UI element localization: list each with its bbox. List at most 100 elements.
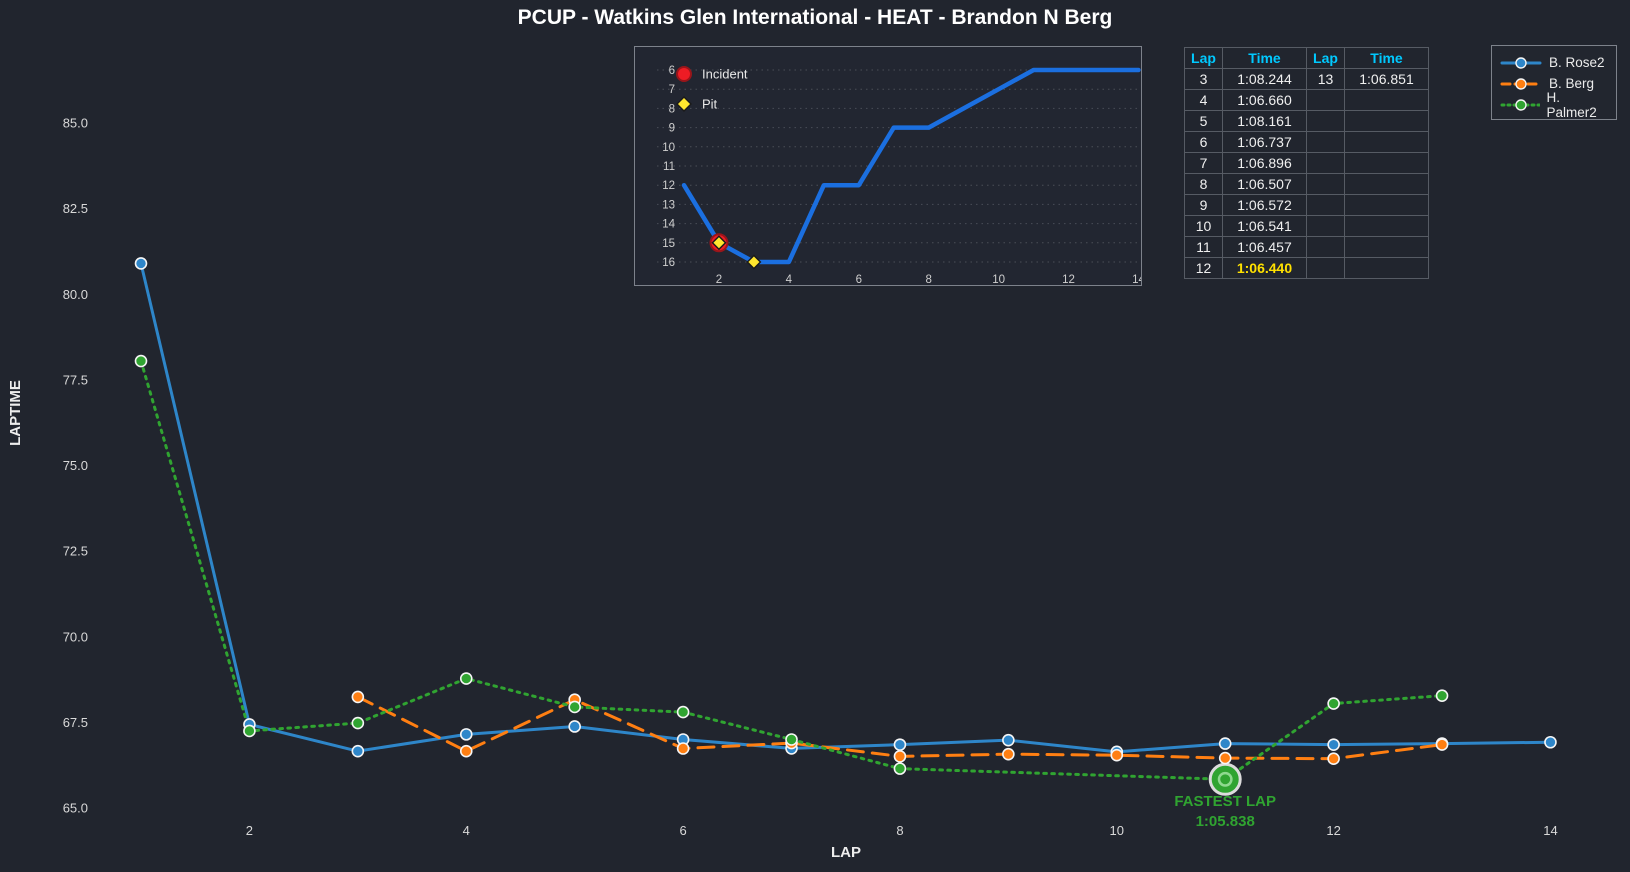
- y-tick-label: 65.0: [63, 801, 88, 816]
- legend-label: H. Palmer2: [1546, 89, 1597, 120]
- legend-marker-icon: [1515, 56, 1527, 69]
- data-point-marker: [893, 762, 907, 775]
- series-line-b-rose2: [139, 261, 1552, 754]
- time-cell: 1:06.457: [1222, 236, 1307, 258]
- y-tick-label: 70.0: [63, 629, 88, 644]
- inset-y-tick-label: 11: [663, 161, 675, 173]
- inset-y-tick-label: 8: [669, 103, 675, 115]
- time-cell: [1344, 236, 1429, 258]
- y-tick-label: 85.0: [63, 116, 88, 131]
- legend-label: B. Berg: [1549, 76, 1595, 91]
- pit-legend-icon: [676, 96, 692, 112]
- lap-table-header: Time: [1222, 47, 1307, 69]
- inset-x-tick-label: 10: [992, 274, 1005, 285]
- fastest-lap-marker: [1208, 762, 1242, 796]
- data-point-marker: [1002, 733, 1015, 747]
- data-point-marker: [893, 750, 907, 763]
- x-tick-label: 14: [1543, 823, 1557, 838]
- inset-y-tick-label: 9: [669, 123, 675, 135]
- inset-y-tick-label: 6: [669, 65, 675, 77]
- lap-cell: 13: [1306, 68, 1345, 90]
- time-cell: [1344, 257, 1429, 279]
- position-inset-chart: 6 7 8 9 10 11 12 13 14 15 16 2 4 6 8 10 12 14 Incident Pit: [634, 46, 1142, 286]
- lap-cell: [1306, 194, 1345, 216]
- lap-times-table: Lap Time Lap Time 3 1:08.244 13 1:06.851 4 1:06.6…: [1184, 47, 1429, 279]
- time-cell: 1:06.737: [1222, 131, 1307, 153]
- time-cell: [1344, 173, 1429, 195]
- y-tick-label: 72.5: [63, 544, 88, 559]
- inset-x-tick-label: 8: [926, 274, 932, 285]
- page-title: PCUP - Watkins Glen International - HEAT…: [517, 6, 1113, 29]
- time-cell: [1344, 152, 1429, 174]
- inset-y-tick-label: 10: [662, 142, 675, 154]
- y-tick-label: 67.5: [63, 715, 88, 730]
- lap-cell: [1306, 236, 1345, 258]
- lap-table-row: 6 1:06.737: [1184, 131, 1429, 153]
- legend-item-b-berg[interactable]: B. Berg: [1500, 73, 1610, 94]
- time-cell: 1:06.541: [1222, 215, 1307, 237]
- fastest-lap-marker-inner: [1217, 771, 1233, 787]
- legend-line-sample: [1500, 98, 1540, 111]
- data-point-marker: [1002, 747, 1015, 761]
- lap-table-row: 4 1:06.660: [1184, 89, 1429, 111]
- inset-y-tick-label: 7: [669, 84, 675, 96]
- lap-cell: 9: [1184, 194, 1223, 216]
- lap-table-row: 5 1:08.161: [1184, 110, 1429, 132]
- data-point-marker: [676, 705, 690, 719]
- series-line-h-palmer2: [139, 359, 1444, 781]
- time-cell: 1:06.572: [1222, 194, 1307, 216]
- pit-marker: [746, 254, 762, 270]
- lap-cell: 12: [1184, 257, 1223, 279]
- lap-cell: 3: [1184, 68, 1223, 90]
- fastest-lap-label: FASTEST LAP: [1174, 793, 1276, 810]
- lap-cell: [1306, 89, 1345, 111]
- legend-marker-icon: [1515, 98, 1527, 111]
- lap-cell: 10: [1184, 215, 1223, 237]
- lap-cell: 4: [1184, 89, 1223, 111]
- inset-x-tick-label: 2: [716, 274, 722, 285]
- y-tick-label: 82.5: [63, 201, 88, 216]
- fastest-lap-time: 1:05.838: [1196, 813, 1255, 830]
- inset-x-tick-label: 14: [1132, 274, 1141, 285]
- lap-cell: [1306, 110, 1345, 132]
- lap-table-header: Lap: [1184, 47, 1223, 69]
- inset-y-tick-label: 15: [662, 238, 675, 250]
- x-tick-label: 10: [1110, 823, 1124, 838]
- lap-cell: [1306, 257, 1345, 279]
- y-tick-label: 77.5: [63, 372, 88, 387]
- time-cell: [1344, 131, 1429, 153]
- x-tick-label: 8: [896, 823, 903, 838]
- legend-label: B. Rose2: [1549, 55, 1605, 70]
- inset-legend-label: Pit: [702, 97, 718, 112]
- time-cell: [1344, 89, 1429, 111]
- time-cell: 1:06.507: [1222, 173, 1307, 195]
- data-point-marker: [351, 744, 365, 758]
- legend-item-b-rose2[interactable]: B. Rose2: [1500, 52, 1610, 73]
- data-point-marker: [1327, 738, 1340, 751]
- lap-table-row: 9 1:06.572: [1184, 194, 1429, 216]
- time-cell: [1344, 194, 1429, 216]
- data-point-marker: [1327, 752, 1340, 765]
- data-point-marker: [351, 690, 365, 704]
- data-point-marker: [351, 716, 365, 730]
- data-point-marker: [1110, 748, 1124, 762]
- y-tick-label: 75.0: [63, 458, 88, 473]
- data-point-marker: [676, 742, 690, 755]
- legend-item-h-palmer2[interactable]: H. Palmer2: [1500, 90, 1610, 120]
- lap-cell: 11: [1184, 236, 1223, 258]
- data-point-marker: [1218, 751, 1232, 765]
- time-cell: [1344, 215, 1429, 237]
- data-point-marker: [1327, 697, 1340, 710]
- time-cell: 1:06.440: [1222, 257, 1307, 279]
- y-axis-label: LAPTIME: [7, 380, 24, 446]
- lap-cell: 8: [1184, 173, 1223, 195]
- inset-x-tick-label: 6: [856, 274, 862, 285]
- lap-cell: [1306, 173, 1345, 195]
- inset-legend-label: Incident: [702, 67, 748, 82]
- data-point-marker: [568, 720, 581, 733]
- lap-table-row: 10 1:06.541: [1184, 215, 1429, 237]
- lap-table-header: Time: [1344, 47, 1429, 69]
- data-point-marker: [243, 724, 256, 738]
- lap-cell: [1306, 152, 1345, 174]
